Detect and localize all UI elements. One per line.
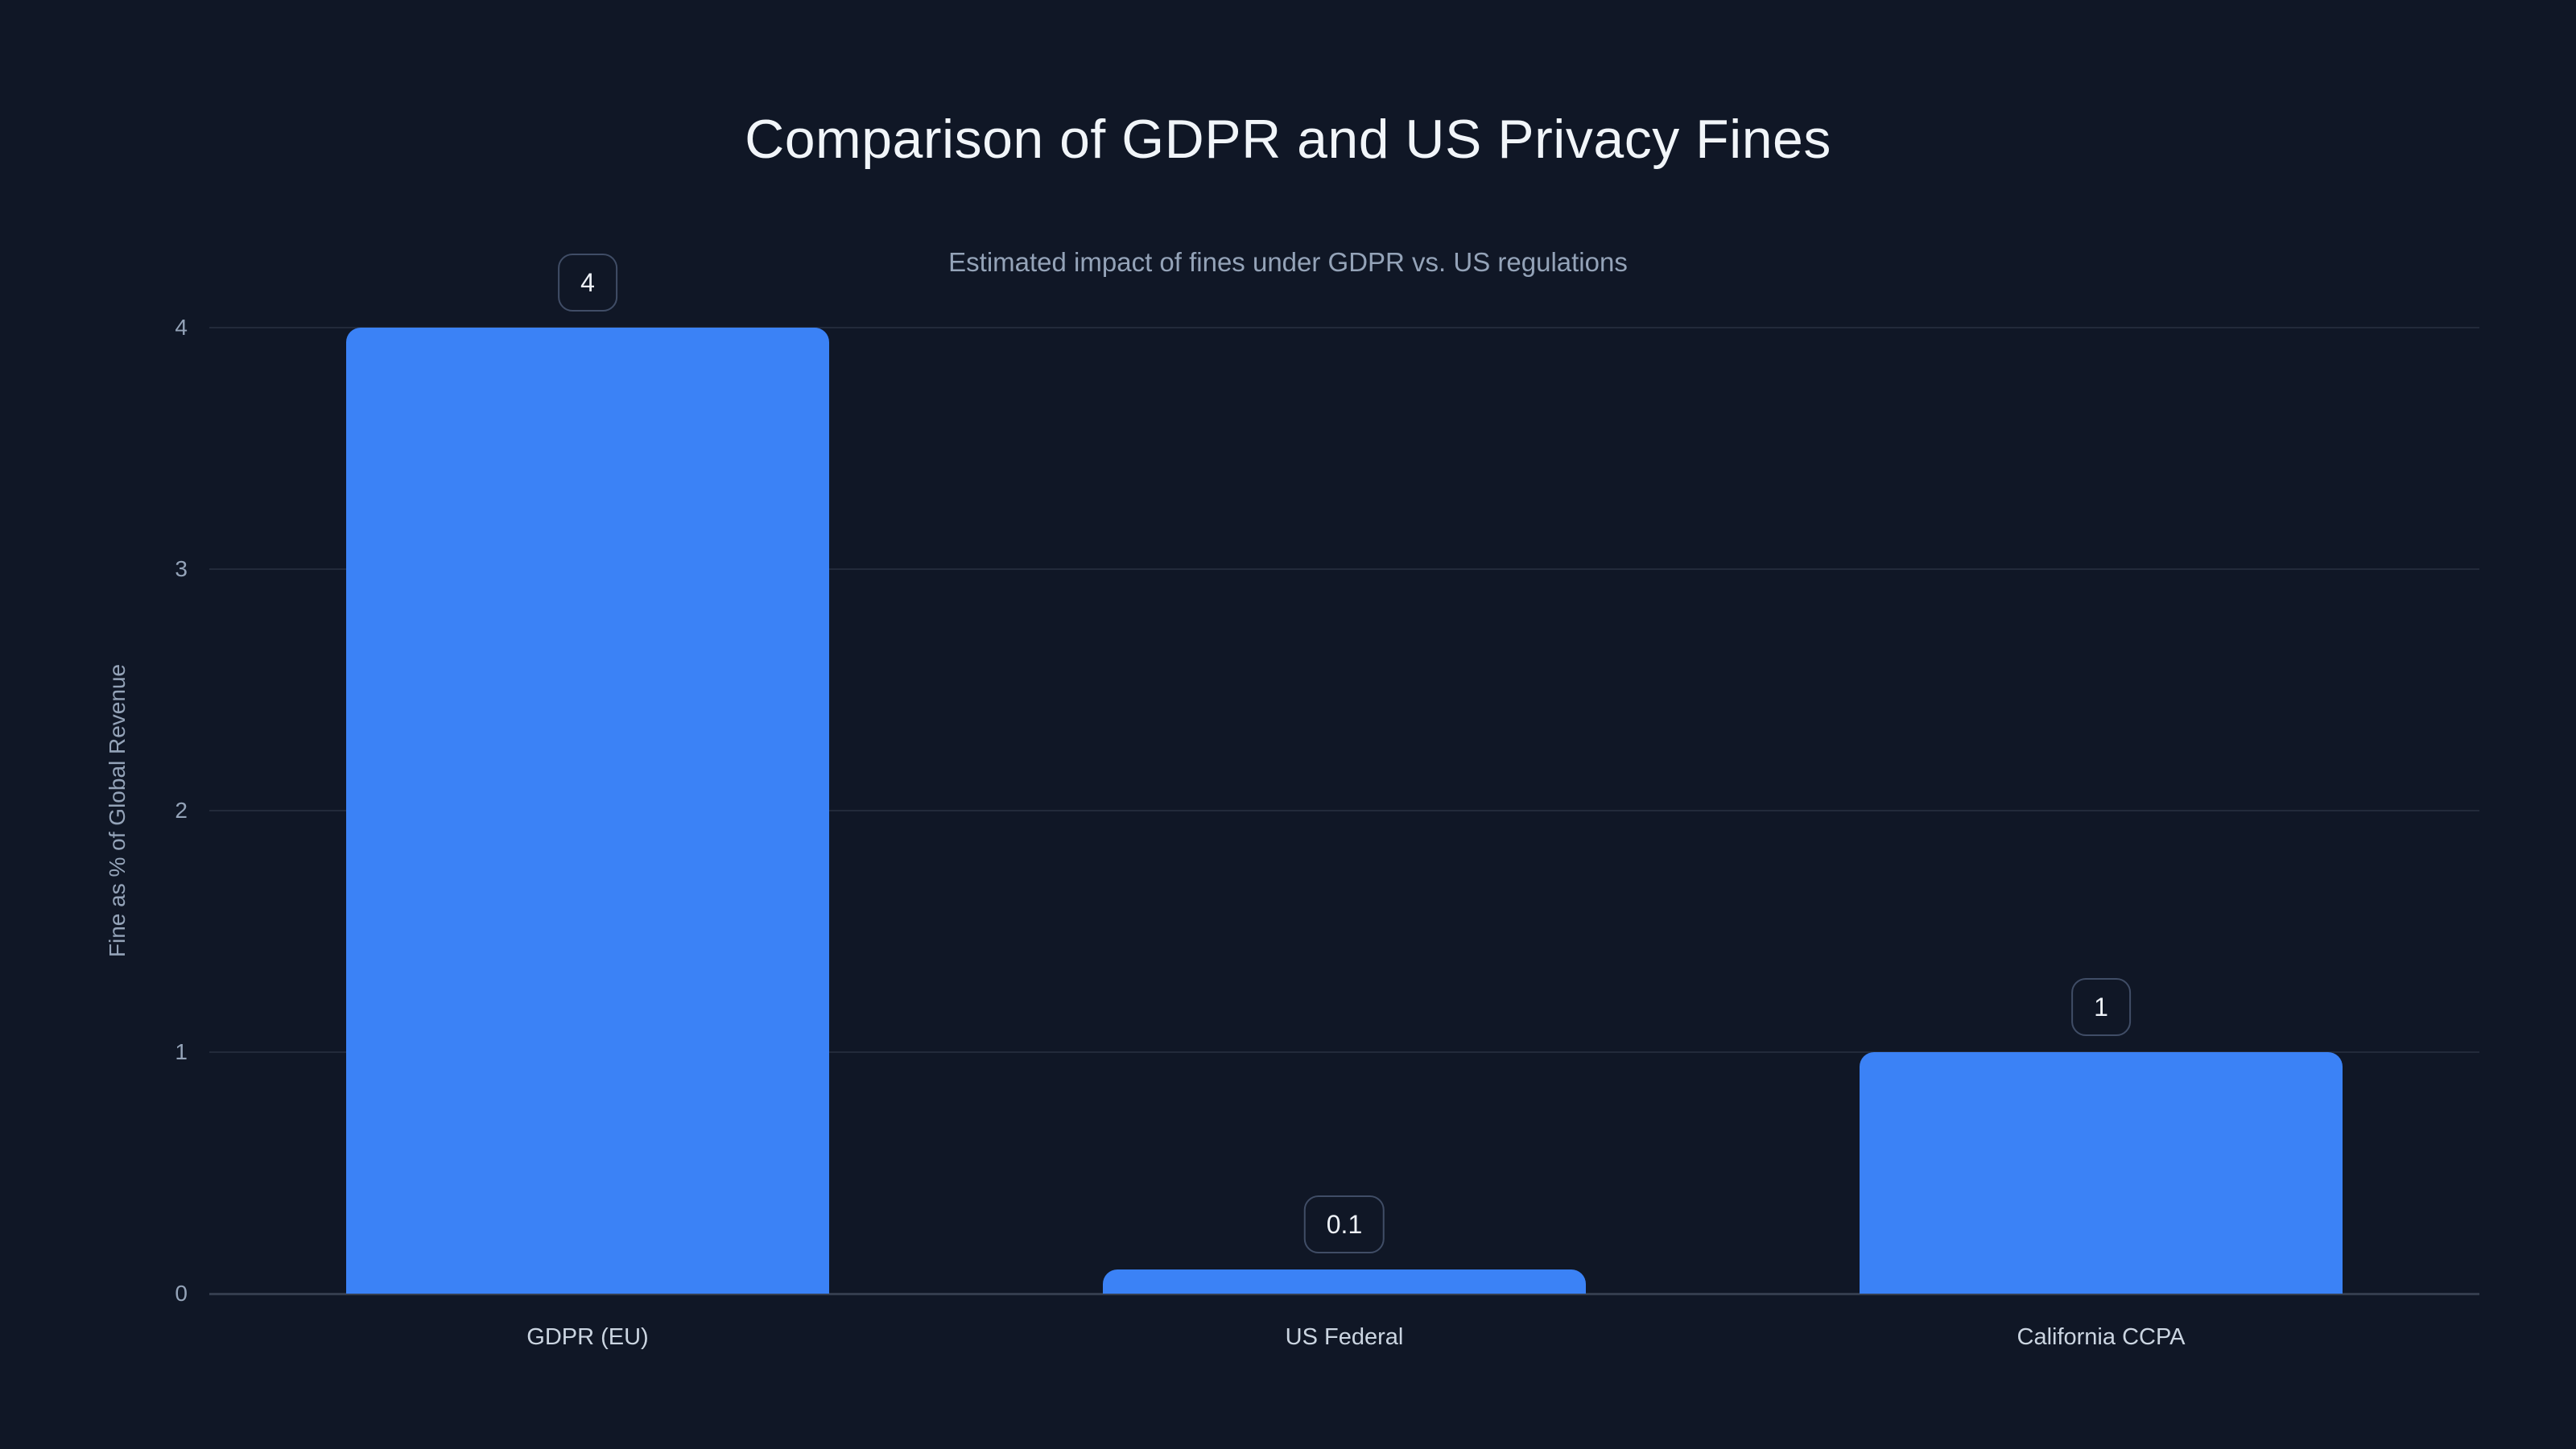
x-axis-line	[209, 1293, 2479, 1295]
gridline	[209, 1051, 2479, 1053]
value-label-us-federal: 0.1	[1303, 1195, 1385, 1253]
y-tick-label: 3	[175, 556, 188, 581]
chart-subtitle: Estimated impact of fines under GDPR vs.…	[948, 247, 1628, 277]
gridline	[209, 568, 2479, 570]
bar-gdpr-eu	[346, 328, 829, 1294]
value-label-california-ccpa: 1	[2071, 978, 2131, 1036]
y-tick-label: 1	[175, 1039, 188, 1064]
x-axis-label-california-ccpa: California CCPA	[2017, 1324, 2186, 1350]
bar-california-ccpa	[1860, 1052, 2343, 1294]
chart-title: Comparison of GDPR and US Privacy Fines	[745, 109, 1831, 170]
value-label-gdpr-eu: 4	[558, 254, 617, 312]
bar-us-federal	[1103, 1269, 1586, 1294]
y-tick-label: 4	[175, 315, 188, 340]
gridline	[209, 810, 2479, 811]
y-tick-label: 0	[175, 1281, 188, 1306]
y-tick-label: 2	[175, 798, 188, 823]
x-axis-label-gdpr-eu: GDPR (EU)	[526, 1324, 649, 1350]
gridline	[209, 327, 2479, 328]
x-axis-label-us-federal: US Federal	[1285, 1324, 1404, 1350]
